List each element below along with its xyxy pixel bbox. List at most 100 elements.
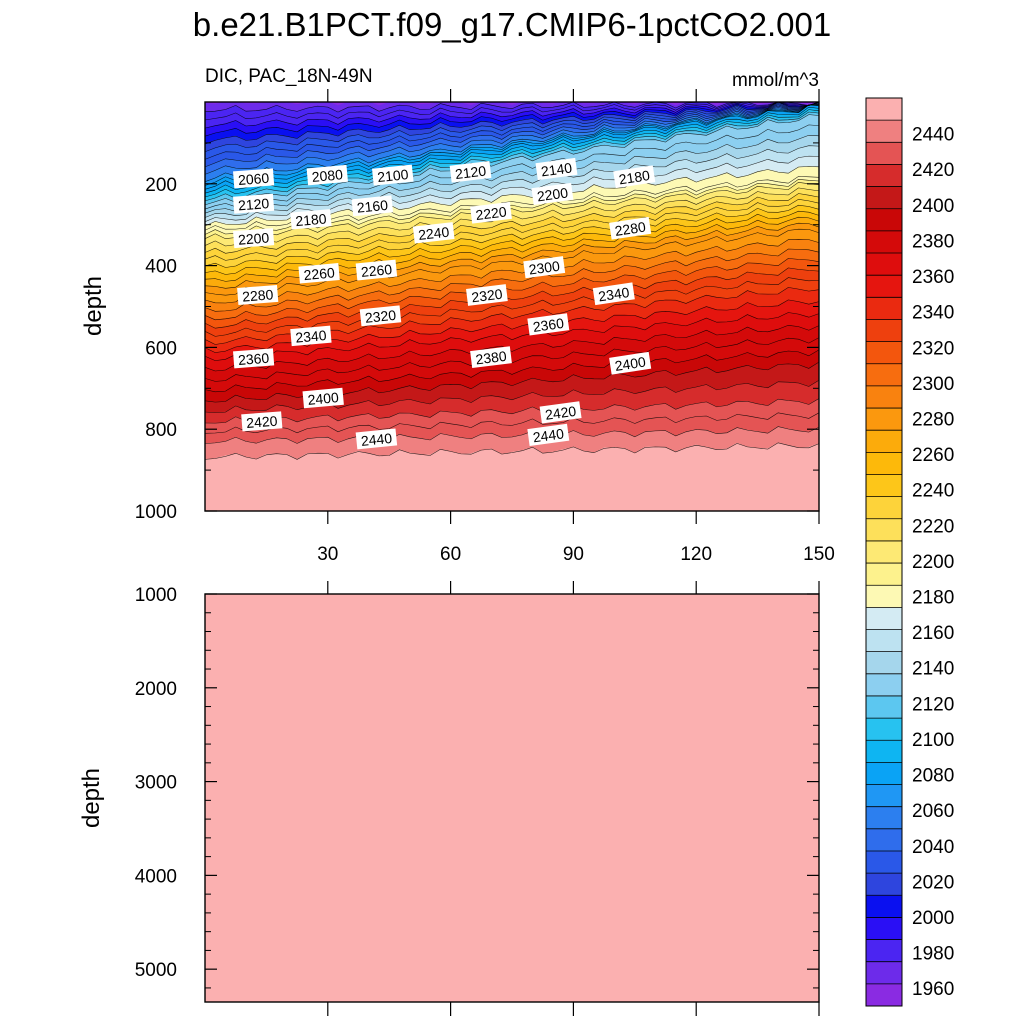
colorbar-swatch-37 bbox=[866, 164, 902, 187]
contour-label-17: 2280 bbox=[237, 284, 279, 305]
contour-label-text: 2320 bbox=[471, 286, 504, 306]
contour-line-1970 bbox=[205, 102, 819, 113]
upper-x-tick-label: 120 bbox=[680, 544, 712, 565]
colorbar-swatch-28 bbox=[866, 363, 902, 387]
contour-label-text: 2400 bbox=[307, 389, 340, 408]
contour-label-text: 2120 bbox=[238, 195, 270, 213]
colorbar-swatch-39 bbox=[866, 120, 902, 143]
contour-line-2430 bbox=[205, 412, 819, 434]
colorbar-swatch-36 bbox=[866, 186, 902, 210]
colorbar-swatch-2 bbox=[866, 939, 902, 963]
contour-label-15: 2260 bbox=[355, 259, 398, 281]
contour-line-2020 bbox=[205, 102, 819, 153]
colorbar-swatch-31 bbox=[866, 297, 902, 320]
colorbar: 1960 1980 2000 2020 2040 2060 2080 2100 2120 2140… bbox=[865, 97, 954, 1007]
colorbar-swatch-3 bbox=[866, 917, 902, 940]
contour-label-30: 2440 bbox=[527, 423, 570, 446]
upper-contour-labels: 2060 2080 2100 2120 2140 2180 2120 2160 2200 2180… bbox=[233, 157, 656, 450]
contour-label-box bbox=[470, 201, 512, 224]
contour-label-text: 2060 bbox=[238, 170, 270, 188]
contour-label-text: 2420 bbox=[544, 403, 577, 423]
contour-label-24: 2380 bbox=[470, 346, 512, 369]
contour-line-2050 bbox=[205, 103, 819, 175]
colorbar-swatch-12 bbox=[866, 718, 902, 741]
contour-line-1980 bbox=[205, 102, 819, 121]
upper-y-tick-label: 600 bbox=[145, 338, 177, 359]
contour-line-1990 bbox=[205, 102, 819, 129]
contour-label-text: 2140 bbox=[540, 159, 573, 179]
contour-label-text: 2340 bbox=[597, 284, 630, 304]
contour-label-box bbox=[527, 423, 570, 446]
contour-label-text: 2420 bbox=[246, 413, 278, 431]
contour-label-box bbox=[592, 282, 635, 306]
contour-line-2290 bbox=[205, 239, 819, 304]
contour-line-2220 bbox=[205, 193, 819, 254]
colorbar-swatch-0 bbox=[866, 983, 902, 1007]
contour-label-box bbox=[355, 428, 398, 450]
contour-label-box bbox=[609, 216, 652, 240]
contour-label-box bbox=[523, 256, 566, 279]
contour-label-box bbox=[412, 222, 455, 244]
lower-y-tick-label: 4000 bbox=[135, 866, 177, 887]
colorbar-tick-label: 2080 bbox=[912, 766, 954, 787]
colorbar-tick-label: 2240 bbox=[912, 481, 954, 502]
upper-x-tick-label: 30 bbox=[317, 544, 338, 565]
contour-label-box bbox=[527, 313, 570, 336]
contour-label-11: 2200 bbox=[233, 228, 275, 249]
colorbar-swatch-38 bbox=[866, 142, 902, 165]
contour-label-text: 2220 bbox=[475, 203, 508, 223]
colorbar-tick-label: 2060 bbox=[912, 801, 954, 822]
contour-line-2300 bbox=[205, 248, 819, 312]
colorbar-tick-label: 1960 bbox=[912, 979, 954, 1000]
colorbar-tick-label: 2040 bbox=[912, 837, 954, 858]
contour-line-2310 bbox=[205, 258, 819, 321]
contour-label-text: 2380 bbox=[475, 348, 508, 368]
contour-line-2350 bbox=[205, 299, 819, 353]
contour-label-text: 2200 bbox=[536, 184, 569, 204]
colorbar-swatch-34 bbox=[866, 230, 902, 254]
contour-label-4: 2140 bbox=[535, 157, 578, 181]
contour-label-13: 2280 bbox=[609, 216, 652, 240]
colorbar-tick-label: 1980 bbox=[912, 944, 954, 965]
colorbar-frame bbox=[865, 97, 903, 1007]
contour-label-box bbox=[237, 284, 279, 305]
contour-line-2030 bbox=[205, 102, 819, 160]
colorbar-tick-label: 2200 bbox=[912, 552, 954, 573]
colorbar-tick-label: 2420 bbox=[912, 160, 954, 181]
colorbar-tick-label: 2300 bbox=[912, 374, 954, 395]
colorbar-swatch-17 bbox=[866, 607, 902, 630]
contour-label-text: 2240 bbox=[417, 224, 450, 243]
upper-y-axis-label: depth bbox=[80, 276, 107, 336]
contour-label-box bbox=[470, 346, 512, 369]
colorbar-swatch-10 bbox=[866, 762, 902, 785]
contour-label-text: 2400 bbox=[614, 353, 647, 374]
colorbar-tick-label: 2140 bbox=[912, 659, 954, 680]
contour-label-text: 2320 bbox=[364, 307, 397, 326]
contour-label-29: 2440 bbox=[355, 428, 398, 450]
contour-label-box bbox=[233, 193, 275, 214]
upper-y-tick-label: 1000 bbox=[135, 502, 177, 523]
contour-line-2440 bbox=[205, 426, 819, 444]
colorbar-swatch-9 bbox=[866, 784, 902, 808]
contour-label-text: 2340 bbox=[295, 327, 328, 346]
colorbar-swatch-7 bbox=[866, 828, 902, 852]
contour-label-10: 2220 bbox=[470, 201, 512, 224]
contour-label-text: 2440 bbox=[360, 430, 393, 449]
contour-line-2140 bbox=[205, 135, 819, 214]
contour-label-box bbox=[535, 157, 578, 181]
contour-label-text: 2120 bbox=[454, 163, 487, 183]
colorbar-swatch-13 bbox=[866, 695, 902, 719]
colorbar-tick-label: 2400 bbox=[912, 196, 954, 217]
contour-band-1950-1960 bbox=[205, 102, 819, 107]
contour-label-text: 2100 bbox=[377, 166, 410, 185]
contour-line-2070 bbox=[205, 104, 819, 186]
contour-label-23: 2360 bbox=[233, 348, 275, 369]
colorbar-tick-label: 2280 bbox=[912, 409, 954, 430]
colorbar-swatch-18 bbox=[866, 585, 902, 608]
variable-region-label: DIC, PAC_18N-49N bbox=[205, 66, 373, 87]
contour-label-box bbox=[233, 168, 275, 189]
lower-y-tick-label: 5000 bbox=[135, 960, 177, 981]
contour-label-box bbox=[290, 325, 332, 347]
lower-y-tick-label: 3000 bbox=[135, 773, 177, 794]
contour-line-2390 bbox=[205, 349, 819, 393]
